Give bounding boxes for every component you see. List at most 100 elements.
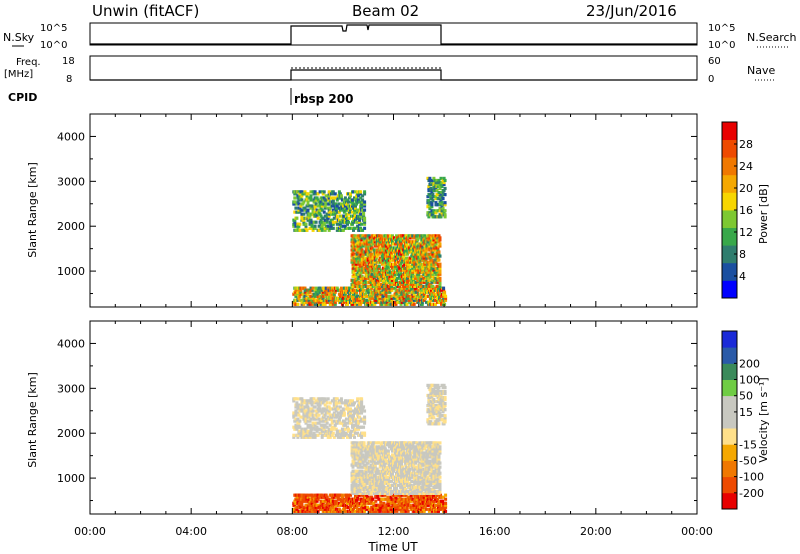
range-gate-cell <box>382 236 386 240</box>
range-gate-cell <box>395 278 398 282</box>
range-gate-cell <box>404 248 408 252</box>
range-gate-cell <box>430 197 434 201</box>
range-gate-cell <box>364 248 368 252</box>
range-gate-cell <box>307 298 311 302</box>
range-gate-cell <box>346 202 349 206</box>
range-gate-cell <box>379 501 383 505</box>
range-gate-cell <box>437 240 441 244</box>
range-gate-cell <box>398 497 402 501</box>
range-gate-cell <box>400 244 404 248</box>
range-gate-cell <box>417 274 421 278</box>
range-gate-cell <box>297 413 301 417</box>
range-gate-cell <box>394 463 397 467</box>
range-gate-cell <box>385 290 389 294</box>
range-gate-cell <box>395 503 399 507</box>
range-gate-cell <box>359 192 363 196</box>
range-gate-cell <box>327 405 331 409</box>
range-gate-cell <box>346 226 349 230</box>
range-gate-cell <box>347 300 350 304</box>
range-gate-cell <box>355 489 359 493</box>
range-gate-cell <box>313 204 317 208</box>
range-gate-cell <box>343 196 347 200</box>
range-gate-cell <box>312 397 316 401</box>
range-gate-cell <box>350 288 353 292</box>
range-gate-cell <box>351 463 355 467</box>
range-gate-cell <box>358 415 362 419</box>
range-gate-cell <box>411 270 415 274</box>
range-gate-cell <box>337 226 341 230</box>
range-gate-cell <box>327 214 331 218</box>
range-gate-cell <box>339 194 343 198</box>
range-gate-cell <box>386 300 390 304</box>
range-gate-cell <box>392 469 395 473</box>
range-gate-cell <box>293 218 297 222</box>
range-gate-cell <box>380 485 384 489</box>
range-gate-cell <box>330 425 334 429</box>
range-gate-cell <box>361 194 365 198</box>
range-gate-cell <box>365 294 369 298</box>
range-gate-cell <box>402 491 406 495</box>
range-gate-cell <box>402 288 406 292</box>
range-gate-cell <box>314 399 318 403</box>
range-gate-cell <box>327 190 331 194</box>
range-gate-cell <box>398 296 402 300</box>
range-gate-cell <box>428 284 432 288</box>
range-gate-cell <box>317 417 321 421</box>
range-gate-cell <box>362 405 366 409</box>
range-gate-cell <box>409 296 413 300</box>
range-gate-cell <box>373 457 377 461</box>
range-gate-cell <box>352 469 356 473</box>
range-gate-cell <box>370 272 374 276</box>
range-gate-cell <box>307 407 311 411</box>
range-gate-cell <box>317 405 321 409</box>
range-gate-cell <box>366 284 370 288</box>
range-gate-cell <box>298 194 302 198</box>
range-gate-cell <box>354 431 357 435</box>
range-gate-cell <box>316 198 320 202</box>
range-gate-cell <box>400 493 404 497</box>
range-gate-cell <box>419 264 423 268</box>
range-gate-cell <box>434 197 438 201</box>
range-gate-cell <box>331 202 335 206</box>
range-gate-cell <box>359 419 363 423</box>
range-gate-cell <box>400 264 404 268</box>
range-gate-cell <box>390 252 393 256</box>
range-gate-cell <box>388 457 392 461</box>
range-gate-cell <box>364 497 368 501</box>
range-gate-cell <box>321 419 325 423</box>
range-gate-cell <box>438 213 442 217</box>
range-gate-cell <box>320 196 324 200</box>
range-gate-cell <box>310 204 314 208</box>
range-gate-cell <box>429 296 433 300</box>
range-gate-cell <box>394 276 397 280</box>
range-gate-cell <box>325 505 329 509</box>
range-gate-cell <box>317 290 321 294</box>
range-gate-cell <box>302 302 306 306</box>
range-gate-cell <box>405 258 409 262</box>
range-gate-cell <box>427 215 431 219</box>
range-gate-cell <box>324 399 328 403</box>
range-gate-cell <box>381 447 385 451</box>
range-gate-cell <box>358 461 362 465</box>
range-gate-cell <box>391 457 394 461</box>
range-gate-cell <box>360 411 364 415</box>
range-gate-cell <box>372 290 376 294</box>
range-gate-cell <box>387 503 391 507</box>
range-gate-cell <box>314 497 318 501</box>
range-gate-cell <box>323 413 327 417</box>
range-gate-cell <box>329 499 333 503</box>
range-gate-cell <box>372 507 376 511</box>
range-gate-cell <box>370 469 374 473</box>
range-gate-cell <box>376 236 380 240</box>
range-gate-cell <box>362 296 366 300</box>
range-gate-cell <box>390 491 393 495</box>
range-gate-cell <box>343 204 347 208</box>
range-gate-cell <box>420 302 424 306</box>
range-gate-cell <box>322 196 326 200</box>
range-gate-cell <box>391 234 394 238</box>
range-gate-cell <box>381 457 385 461</box>
range-gate-cell <box>371 278 375 282</box>
range-gate-cell <box>434 242 438 246</box>
range-gate-cell <box>316 503 320 507</box>
range-gate-cell <box>314 290 318 294</box>
